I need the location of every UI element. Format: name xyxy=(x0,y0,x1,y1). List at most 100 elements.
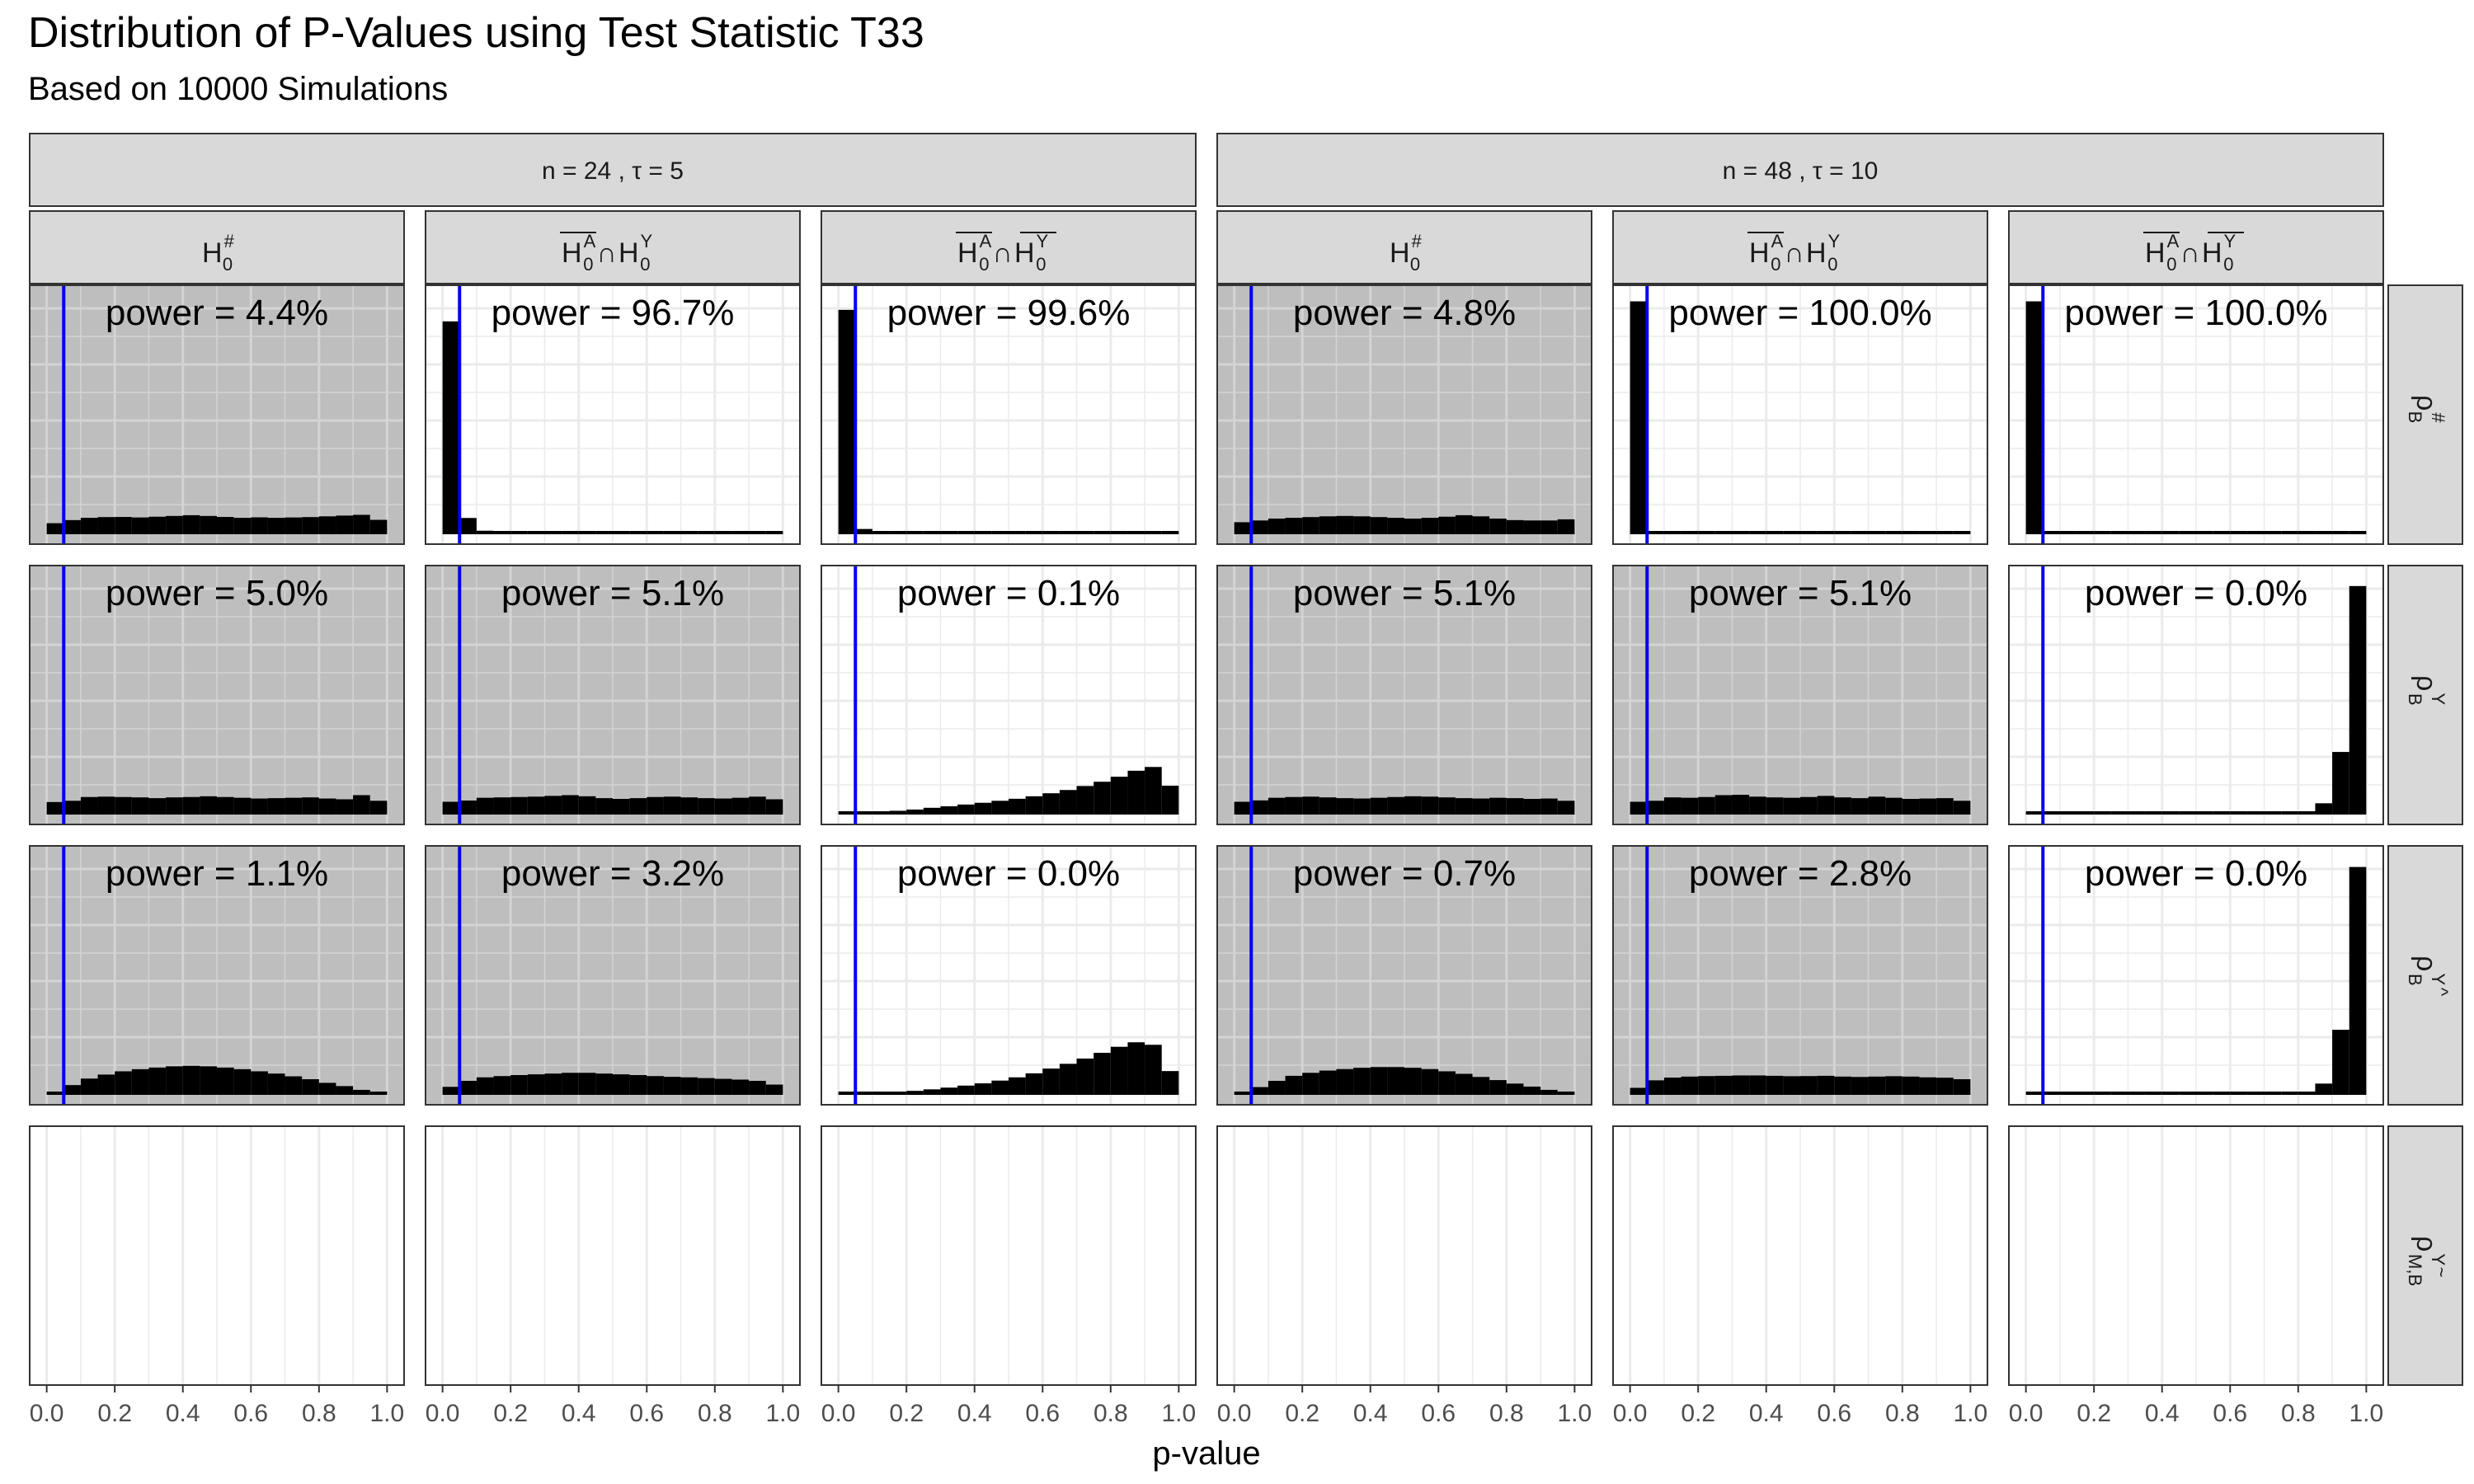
histogram-bar xyxy=(1868,796,1886,815)
histogram-bar xyxy=(2161,1092,2180,1095)
histogram-bar xyxy=(2077,1092,2095,1095)
histogram-bar xyxy=(318,1082,336,1095)
histogram-bar xyxy=(2196,531,2213,534)
x-tick-label: 0.4 xyxy=(1749,1400,1784,1427)
histogram-bar xyxy=(148,1067,167,1095)
facet-panel: power = 2.8% xyxy=(1612,845,1988,1106)
histogram-bar xyxy=(1421,518,1439,534)
histogram-bar xyxy=(1902,799,1920,815)
histogram-bar xyxy=(1698,1076,1715,1095)
strip-sub: 0 xyxy=(223,254,233,275)
histogram-bar xyxy=(1268,797,1286,815)
strip-base: H xyxy=(1390,237,1410,269)
facet-panel: power = 5.0% xyxy=(29,565,405,825)
histogram-bar xyxy=(1766,797,1784,815)
x-tick-label: 1.0 xyxy=(766,1400,801,1427)
histogram-bar xyxy=(1353,516,1371,534)
histogram-bar xyxy=(1455,514,1473,534)
histogram-bar xyxy=(1953,531,1971,534)
histogram-bar xyxy=(2161,811,2180,815)
facet-strip-column xyxy=(2008,210,2384,284)
histogram-bar xyxy=(855,1092,872,1095)
x-tick-label: 0.2 xyxy=(2077,1400,2111,1427)
histogram-bar xyxy=(1489,797,1507,815)
strip-sub: 0 xyxy=(583,254,593,275)
facet-panel xyxy=(1612,1125,1988,1386)
histogram-bar xyxy=(115,796,132,815)
histogram-bar xyxy=(1302,1073,1319,1095)
x-tick-label: 0.6 xyxy=(1421,1400,1456,1427)
histogram-bar xyxy=(2264,531,2282,534)
histogram-bar xyxy=(2145,531,2162,534)
panel-border xyxy=(1612,845,1988,1106)
histogram-bar xyxy=(115,517,132,534)
strip-base: ρ xyxy=(2411,956,2442,971)
histogram-bar xyxy=(1438,797,1456,815)
panel-border xyxy=(29,284,405,545)
histogram-bar xyxy=(1834,531,1851,534)
histogram-bar xyxy=(336,1086,354,1095)
x-tick-label: 0.2 xyxy=(889,1400,924,1427)
facet-strip-column xyxy=(29,210,405,284)
histogram-bar xyxy=(1025,796,1043,815)
histogram-bar xyxy=(1630,801,1648,815)
histogram-bar xyxy=(991,531,1009,534)
strip-operator: ∩ xyxy=(2180,237,2200,269)
histogram-bar xyxy=(510,531,528,534)
histogram-bar xyxy=(714,1078,732,1095)
strip-base: H xyxy=(2202,237,2222,269)
histogram-bar xyxy=(2059,531,2077,534)
histogram-bar xyxy=(1110,531,1128,534)
histogram-bar xyxy=(957,531,975,534)
facet-panel: power = 99.6% xyxy=(821,284,1197,545)
histogram-bar xyxy=(889,1092,907,1095)
strip-sup: # xyxy=(1412,231,1423,251)
histogram-bar xyxy=(302,517,319,534)
strip-sub: 0 xyxy=(1036,254,1046,275)
histogram-bar xyxy=(80,1078,98,1095)
power-label: power = 5.0% xyxy=(106,573,328,613)
histogram-bar xyxy=(1885,1076,1903,1095)
histogram-bar xyxy=(2349,866,2367,1095)
histogram-bar xyxy=(1523,520,1541,534)
row-strip-label-group: ρ#B xyxy=(2405,395,2448,423)
histogram-bar xyxy=(1851,798,1869,815)
histogram-bar xyxy=(166,515,183,534)
histogram-bar xyxy=(217,796,234,815)
histogram-bar xyxy=(562,1073,579,1095)
facet-strip-column xyxy=(1612,210,1988,284)
histogram-bar xyxy=(749,1080,766,1095)
histogram-bar xyxy=(765,799,783,815)
histogram-bar xyxy=(1902,1076,1920,1095)
histogram-bar xyxy=(510,1075,528,1095)
histogram-bar xyxy=(1404,796,1422,815)
strip-sup: Y xyxy=(2428,973,2448,985)
histogram-bar xyxy=(2043,811,2060,815)
panel-border xyxy=(2008,845,2384,1106)
histogram-bar xyxy=(872,1092,890,1095)
x-tick-label: 1.0 xyxy=(1558,1400,1592,1427)
histogram-bar xyxy=(1647,531,1664,534)
histogram-bar xyxy=(663,531,681,534)
strip-sup: # xyxy=(2428,412,2448,423)
histogram-bar xyxy=(872,811,890,815)
power-label: power = 99.6% xyxy=(887,293,1131,333)
x-tick-label: 0.4 xyxy=(166,1400,200,1427)
histogram-bar xyxy=(1421,796,1439,815)
histogram-bar xyxy=(595,1073,613,1095)
histogram-bar xyxy=(1076,786,1094,815)
strip-sub: B xyxy=(2405,974,2425,986)
histogram-bar xyxy=(1834,1076,1851,1095)
x-tick-label: 1.0 xyxy=(1954,1400,1988,1427)
histogram-bar xyxy=(2349,531,2367,534)
strip-base: H xyxy=(202,237,223,269)
panel-border xyxy=(425,565,801,825)
histogram-bar xyxy=(1698,796,1715,815)
histogram-bar xyxy=(562,795,579,815)
panel-border xyxy=(821,565,1197,825)
histogram-bar xyxy=(1523,799,1541,815)
histogram-bar xyxy=(731,531,750,534)
histogram-bar xyxy=(148,516,167,534)
histogram-bar xyxy=(1234,522,1252,534)
histogram-bar xyxy=(1042,531,1060,534)
